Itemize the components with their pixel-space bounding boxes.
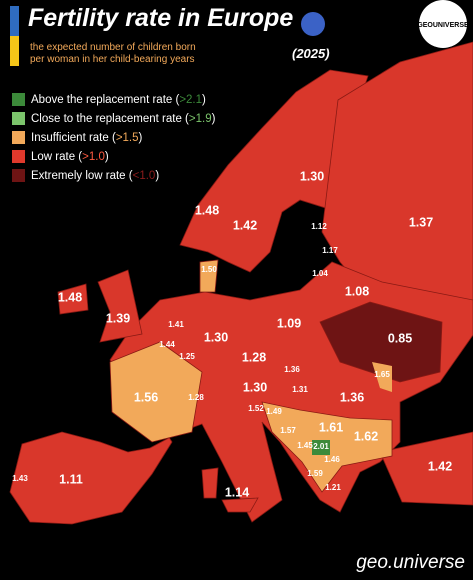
legend-text: ) — [155, 169, 160, 182]
value-label: 1.46 — [324, 455, 340, 464]
value-label: 1.21 — [325, 483, 341, 492]
value-label: 1.04 — [312, 269, 328, 278]
legend-swatch — [12, 112, 25, 125]
credit: geo.universe — [356, 552, 465, 573]
value-label: 0.85 — [388, 331, 412, 345]
legend-swatch — [12, 131, 25, 144]
value-label: 1.39 — [106, 311, 130, 325]
value-label: 1.14 — [225, 485, 249, 499]
value-label: 1.48 — [58, 290, 82, 304]
legend-item: Extremely low rate (<1.0) — [12, 166, 215, 185]
legend-threshold: >1.5 — [115, 131, 139, 144]
value-label: 1.62 — [354, 429, 378, 443]
logo: GEOUNIVERSE — [417, 22, 469, 29]
legend-text: ) — [211, 112, 216, 125]
legend-text: ) — [202, 93, 206, 106]
value-label: 1.08 — [345, 284, 369, 298]
value-label: 1.30 — [300, 169, 324, 183]
value-label: 1.09 — [277, 316, 301, 330]
subtitle: the expected number of children born per… — [30, 42, 196, 66]
value-label: 1.28 — [188, 393, 204, 402]
legend-swatch — [12, 169, 25, 182]
value-label: 1.36 — [340, 390, 364, 404]
legend-threshold: <1.0 — [132, 169, 156, 182]
legend-text: ) — [138, 131, 143, 144]
value-label: 1.31 — [292, 385, 308, 394]
legend-text: Insufficient rate ( — [31, 131, 116, 144]
value-label: 1.41 — [168, 320, 184, 329]
value-label: 1.44 — [159, 340, 175, 349]
legend-item: Above the replacement rate (>2.1) — [12, 90, 215, 109]
value-label: 1.12 — [311, 222, 327, 231]
value-label: 1.61 — [319, 420, 343, 434]
legend-text: Extremely low rate ( — [31, 169, 133, 182]
legend-swatch — [12, 93, 25, 106]
value-label: 1.49 — [266, 407, 282, 416]
legend-threshold: >2.1 — [179, 93, 203, 106]
legend-text: Close to the replacement rate ( — [31, 112, 189, 125]
value-label: 2.01 — [313, 442, 329, 451]
legend: Above the replacement rate (>2.1) Close t… — [12, 90, 215, 185]
value-label: 1.45 — [297, 441, 313, 450]
value-label: 1.30 — [243, 380, 267, 394]
legend-threshold: >1.0 — [82, 150, 105, 163]
value-label: 1.52 — [248, 404, 264, 413]
legend-text: ) — [104, 150, 109, 163]
legend-item: Close to the replacement rate (>1.9) — [12, 109, 215, 128]
legend-threshold: >1.9 — [188, 112, 212, 125]
subtitle-line: per woman in her child-bearing years — [30, 54, 195, 65]
legend-text: Low rate ( — [31, 150, 83, 163]
value-label: 1.11 — [59, 472, 83, 486]
value-label: 1.48 — [195, 203, 219, 217]
value-label: 1.42 — [428, 459, 452, 473]
value-label: 1.36 — [284, 365, 300, 374]
title: Fertility rate in Europe — [28, 4, 294, 32]
year: (2025) — [292, 46, 330, 61]
value-label: 1.43 — [12, 474, 28, 483]
value-label: 1.28 — [242, 350, 266, 364]
value-label: 1.56 — [134, 390, 158, 404]
value-label: 1.25 — [179, 352, 195, 361]
value-label: 1.65 — [374, 370, 390, 379]
value-label: 1.30 — [204, 330, 228, 344]
value-label: 1.42 — [233, 218, 257, 232]
value-label: 1.57 — [280, 426, 296, 435]
legend-item: Low rate (>1.0) — [12, 147, 215, 166]
value-label: 1.17 — [322, 246, 338, 255]
legend-swatch — [12, 150, 25, 163]
value-label: 1.50 — [201, 265, 217, 274]
legend-text: Above the replacement rate ( — [31, 93, 180, 106]
legend-item: Insufficient rate (>1.5) — [12, 128, 215, 147]
value-label: 1.37 — [409, 215, 433, 229]
value-label: 1.59 — [307, 469, 323, 478]
subtitle-line: the expected number of children born — [30, 42, 196, 53]
